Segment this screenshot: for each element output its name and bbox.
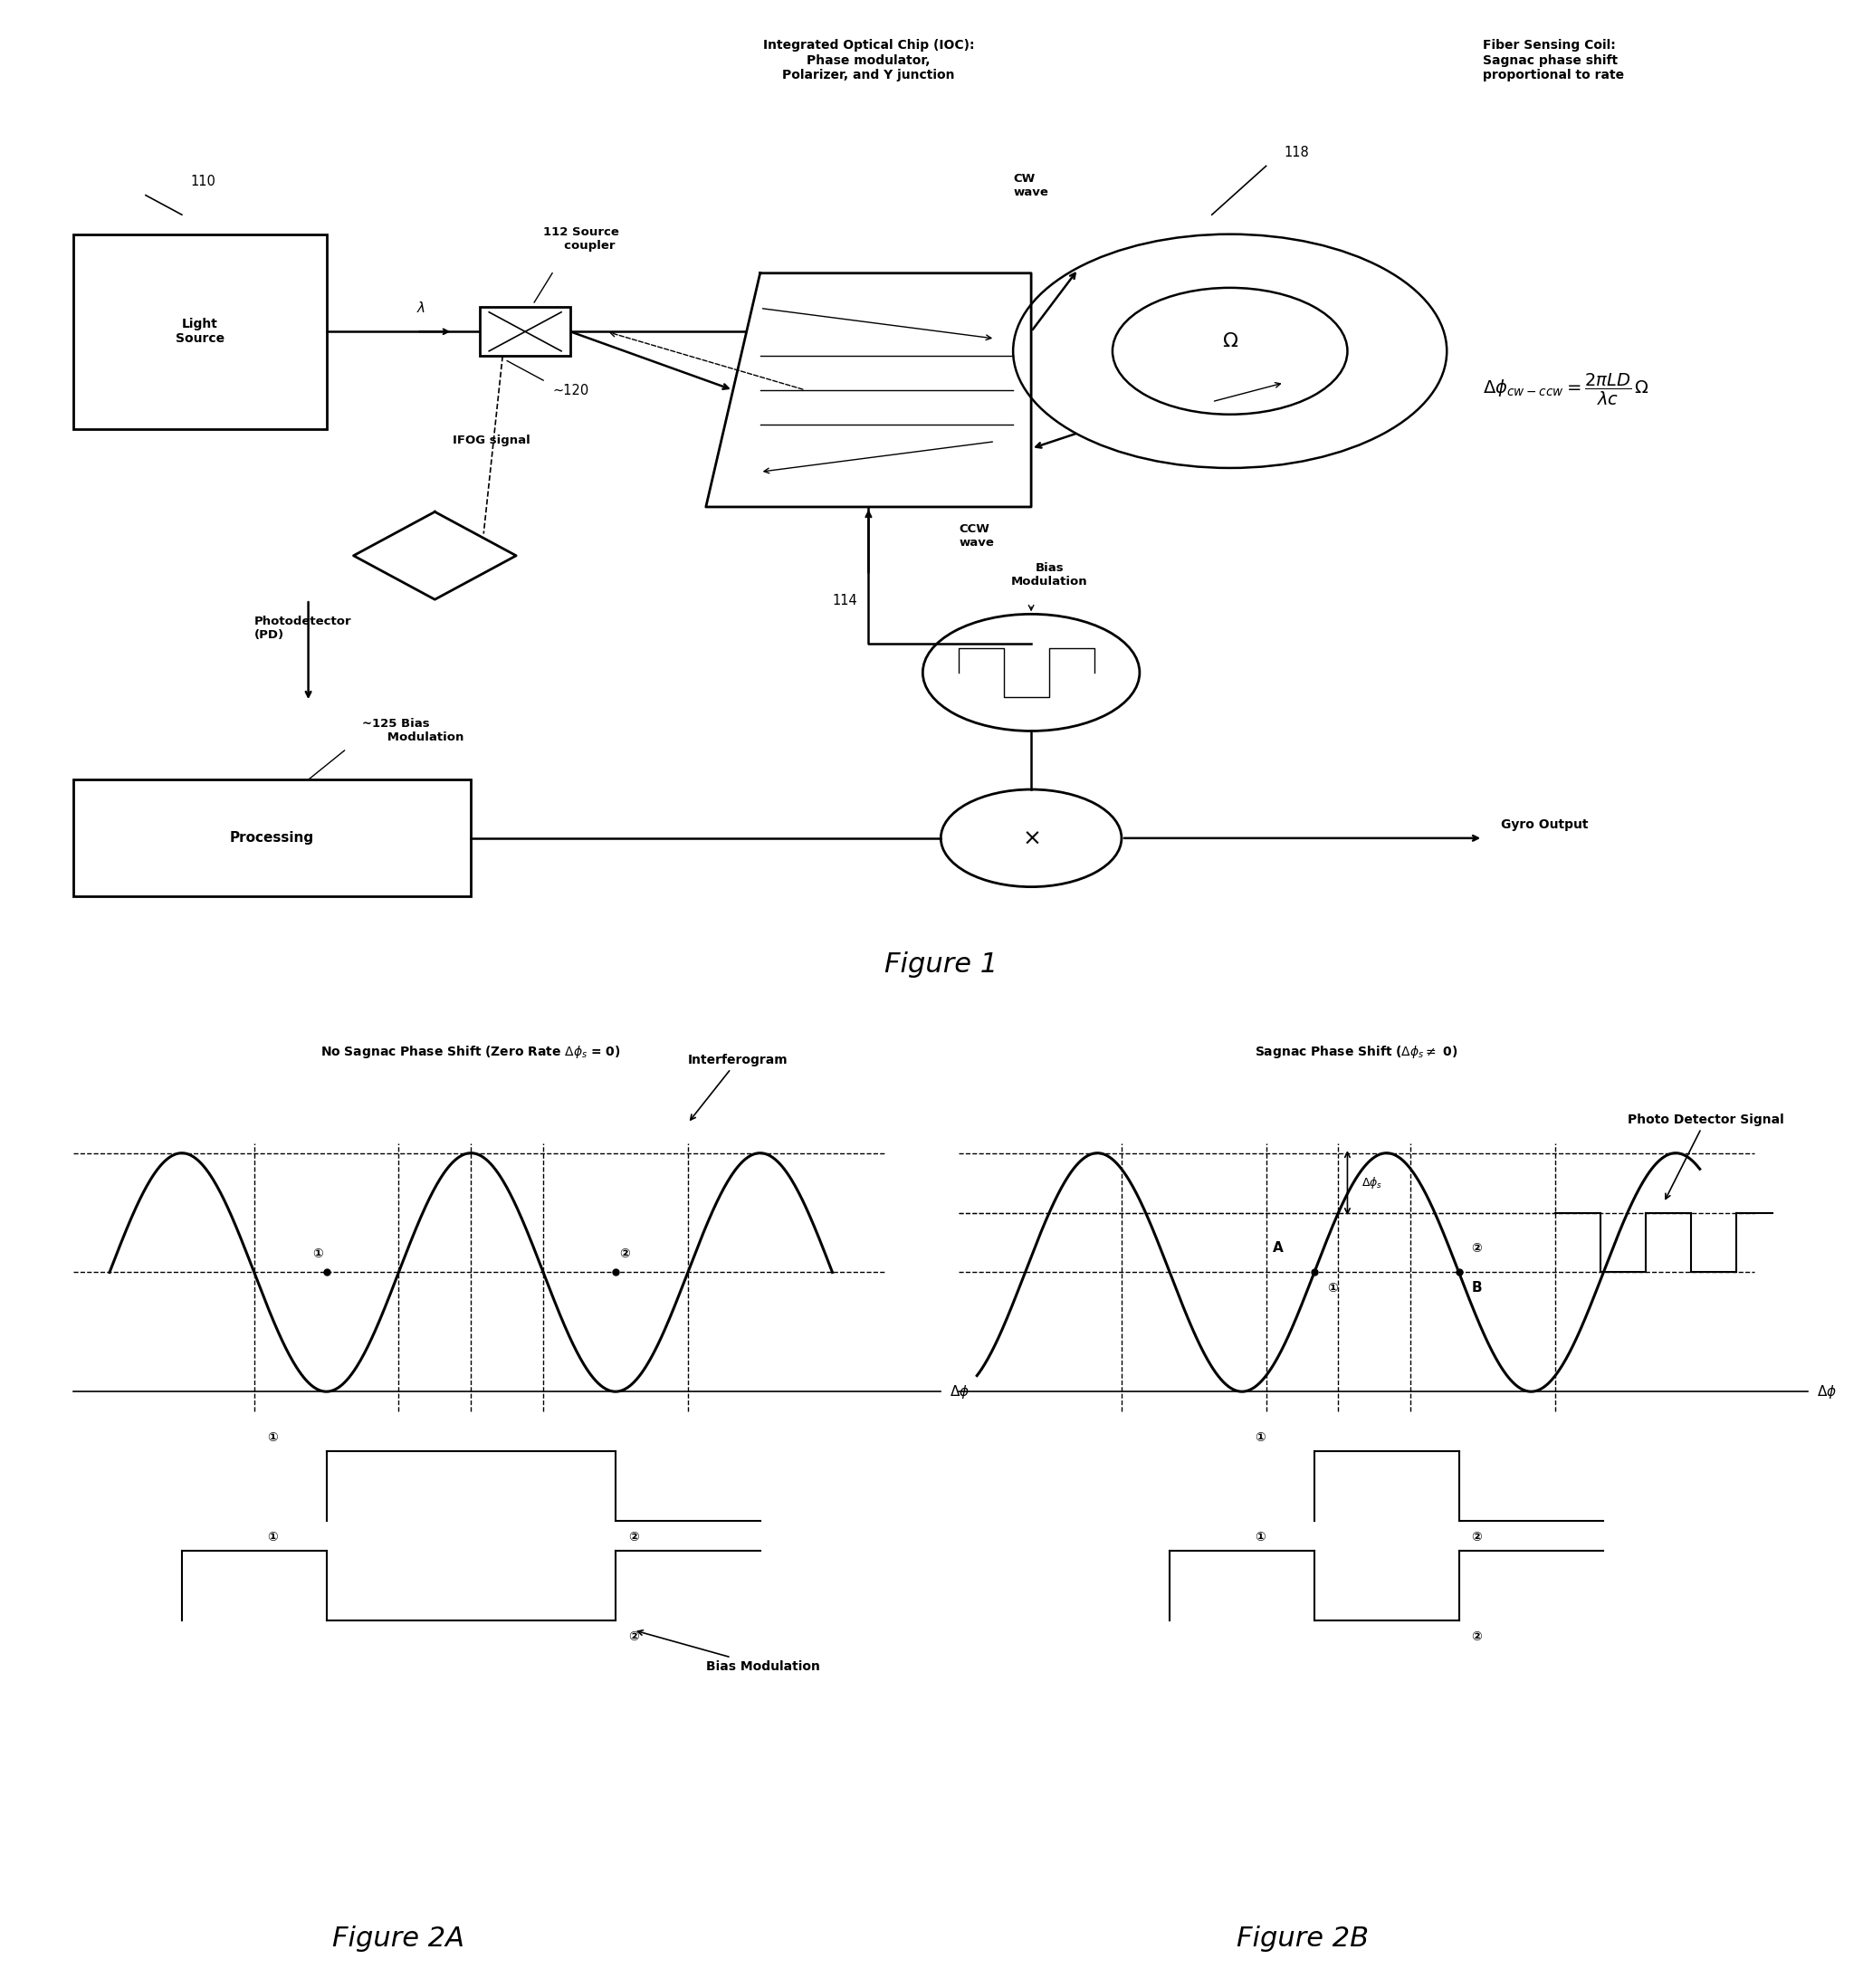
- Text: ②: ②: [1472, 1242, 1483, 1254]
- Text: ~120: ~120: [551, 384, 589, 398]
- Text: Interferogram: Interferogram: [687, 1054, 788, 1119]
- Text: Light
Source: Light Source: [175, 318, 224, 346]
- Text: ②: ②: [1472, 1531, 1483, 1543]
- Polygon shape: [354, 511, 516, 600]
- Text: Figure 2B: Figure 2B: [1237, 1924, 1367, 1952]
- Text: Figure 2A: Figure 2A: [333, 1924, 464, 1952]
- Text: CW
wave: CW wave: [1013, 173, 1049, 199]
- Text: Figure 1: Figure 1: [885, 952, 997, 978]
- Text: ②: ②: [619, 1246, 630, 1260]
- Text: Bias
Modulation: Bias Modulation: [1012, 563, 1088, 588]
- Text: Fiber Sensing Coil:
Sagnac phase shift
proportional to rate: Fiber Sensing Coil: Sagnac phase shift p…: [1483, 40, 1625, 82]
- Text: B: B: [1472, 1282, 1483, 1294]
- Text: ①: ①: [1256, 1531, 1265, 1543]
- Text: Sagnac Phase Shift ($\Delta\phi_s$$\neq$ 0): Sagnac Phase Shift ($\Delta\phi_s$$\neq$…: [1256, 1044, 1459, 1060]
- Text: A: A: [1272, 1242, 1284, 1254]
- Text: ~125 Bias
      Modulation: ~125 Bias Modulation: [363, 718, 464, 744]
- Text: ②: ②: [1472, 1630, 1483, 1642]
- Text: Processing: Processing: [229, 831, 315, 845]
- Text: 118: 118: [1284, 145, 1310, 159]
- Text: ①: ①: [266, 1431, 278, 1443]
- Text: $\Delta\phi_s$: $\Delta\phi_s$: [1362, 1175, 1382, 1191]
- Text: 110: 110: [190, 175, 216, 189]
- Polygon shape: [706, 272, 1032, 507]
- Text: $\Delta\phi$: $\Delta\phi$: [950, 1384, 971, 1400]
- Text: ①: ①: [1256, 1431, 1265, 1443]
- Text: ②: ②: [628, 1531, 639, 1543]
- Text: CCW
wave: CCW wave: [959, 523, 995, 549]
- Text: ①: ①: [311, 1246, 322, 1260]
- Text: $\lambda$: $\lambda$: [417, 300, 427, 314]
- Text: $\times$: $\times$: [1023, 827, 1040, 849]
- Text: Integrated Optical Chip (IOC):
Phase modulator,
Polarizer, and Y junction: Integrated Optical Chip (IOC): Phase mod…: [762, 40, 974, 82]
- Text: Photo Detector Signal: Photo Detector Signal: [1628, 1113, 1785, 1199]
- Text: $\Omega$: $\Omega$: [1222, 332, 1239, 350]
- Text: ②: ②: [628, 1630, 639, 1642]
- Text: ①: ①: [1326, 1282, 1338, 1294]
- Text: $\Delta\phi$: $\Delta\phi$: [1816, 1384, 1837, 1400]
- Text: No Sagnac Phase Shift (Zero Rate $\Delta\phi_s$ = 0): No Sagnac Phase Shift (Zero Rate $\Delta…: [320, 1044, 620, 1060]
- Text: 112 Source
     coupler: 112 Source coupler: [544, 227, 619, 252]
- Text: IFOG signal: IFOG signal: [453, 435, 531, 447]
- FancyBboxPatch shape: [73, 235, 326, 429]
- Text: Gyro Output: Gyro Output: [1502, 819, 1589, 831]
- Text: 114: 114: [833, 594, 857, 606]
- Text: Photodetector
(PD): Photodetector (PD): [253, 616, 352, 642]
- FancyBboxPatch shape: [73, 779, 471, 897]
- Text: ①: ①: [266, 1531, 278, 1543]
- Text: $\Delta\phi_{cw-ccw} = \dfrac{2\pi LD}{\lambda c}\,\Omega$: $\Delta\phi_{cw-ccw} = \dfrac{2\pi LD}{\…: [1483, 372, 1649, 408]
- Text: Bias Modulation: Bias Modulation: [637, 1630, 820, 1672]
- FancyBboxPatch shape: [481, 308, 570, 356]
